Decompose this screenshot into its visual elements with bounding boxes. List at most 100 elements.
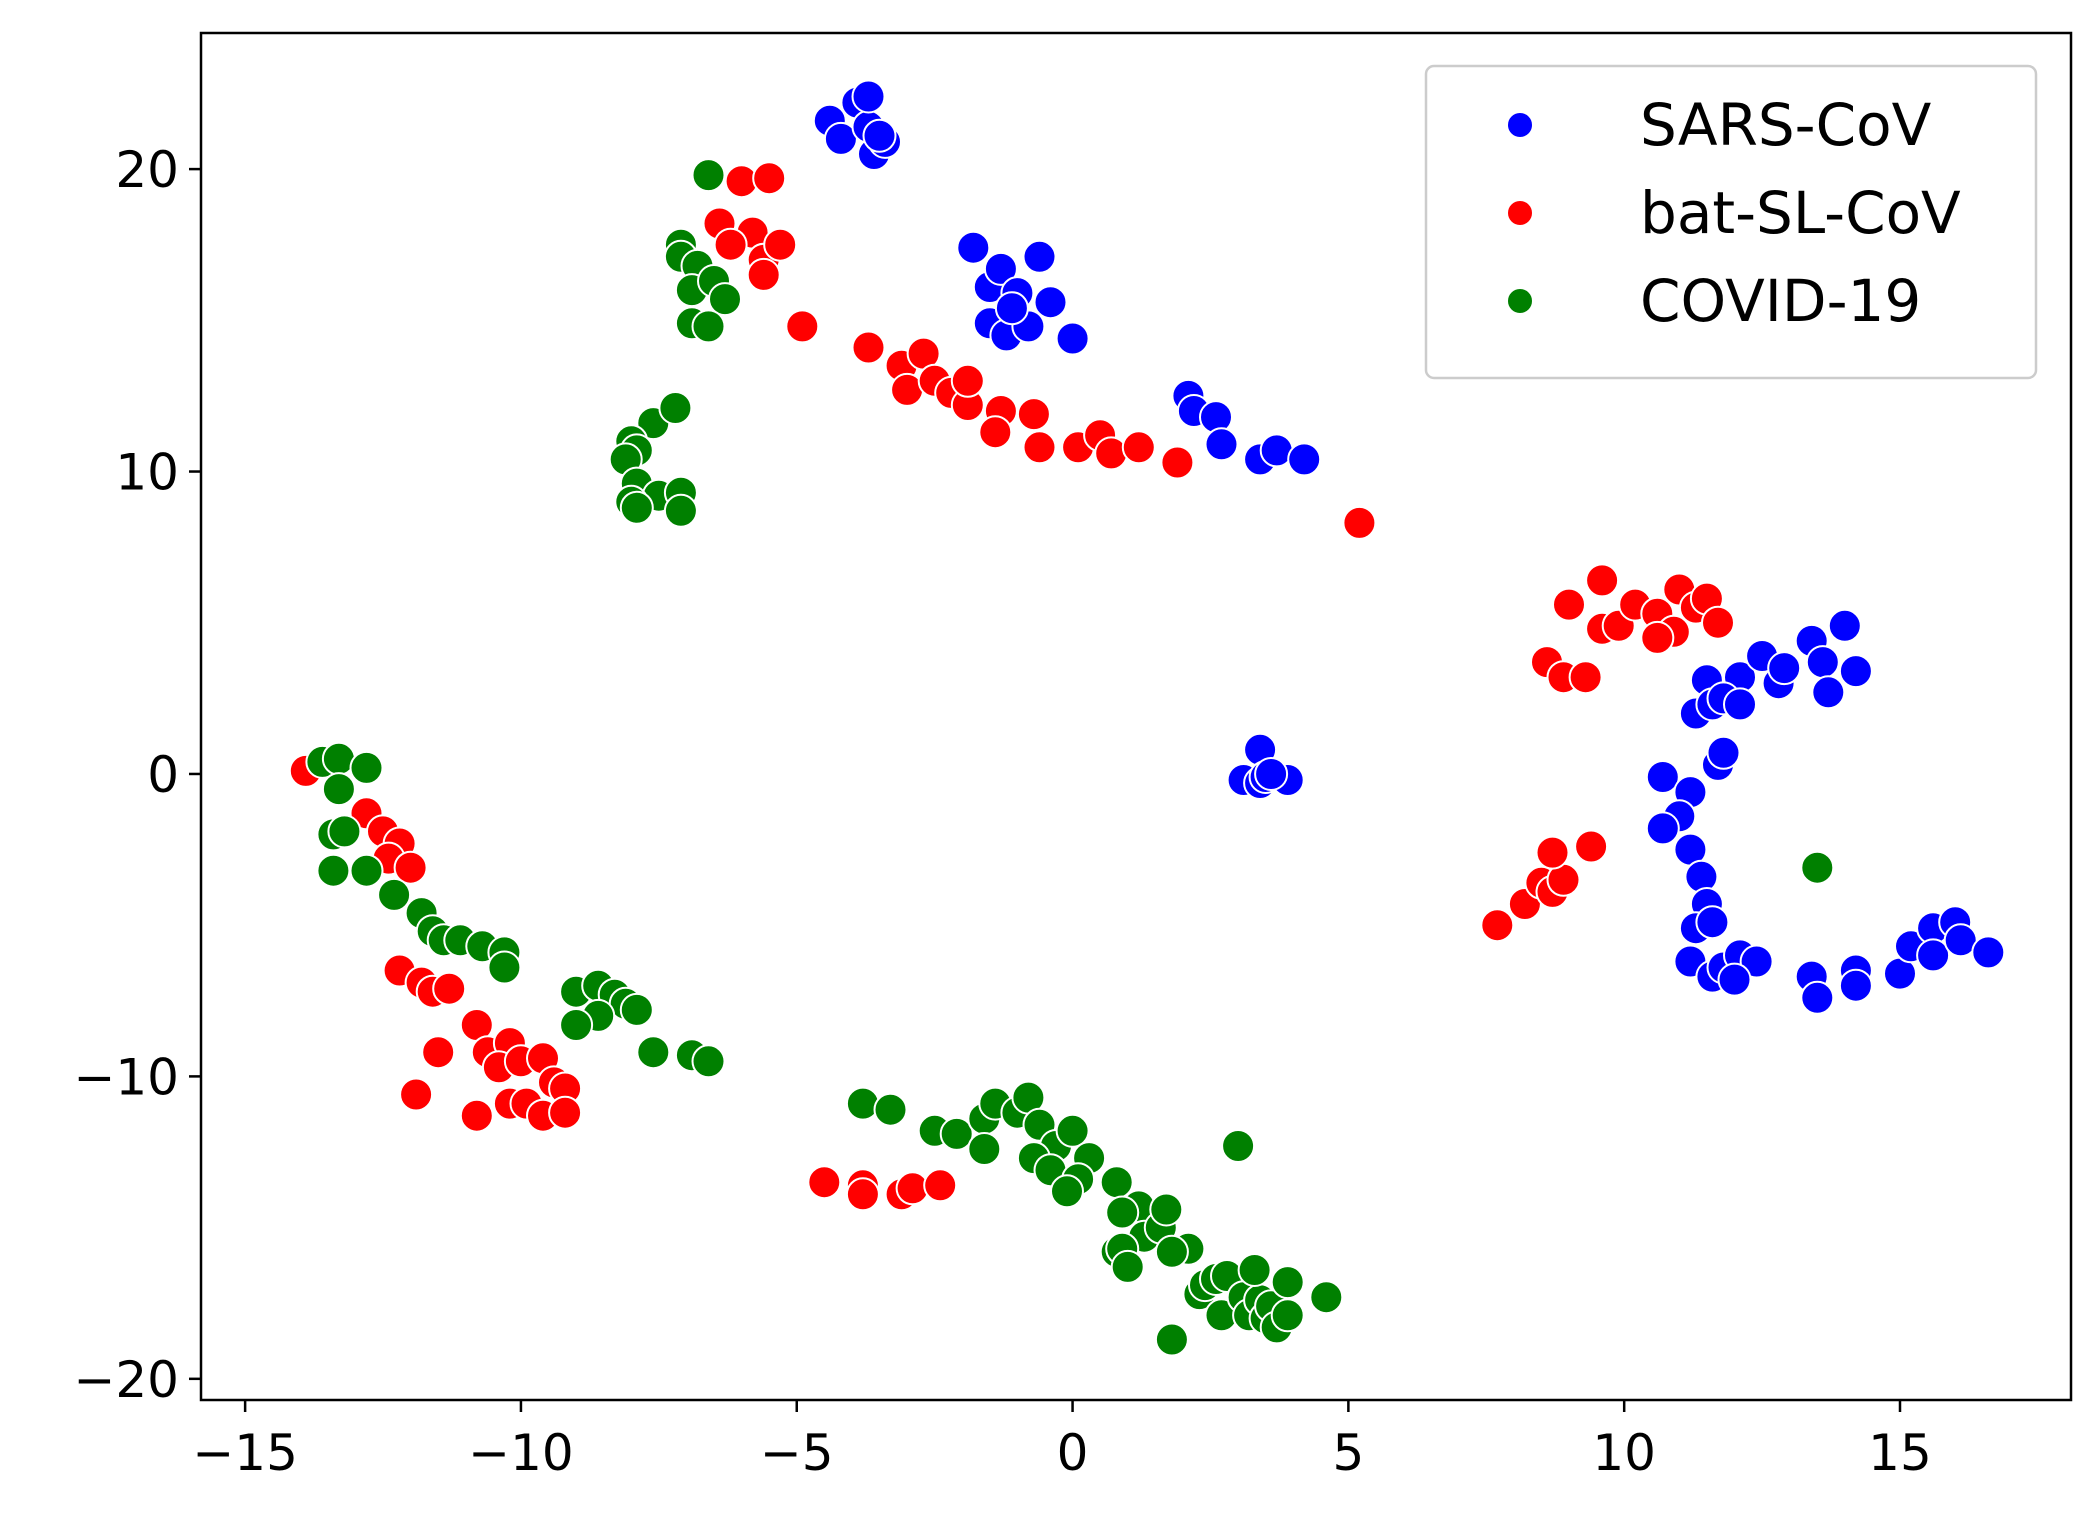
- x-tick-label: −15: [192, 1424, 298, 1482]
- data-point: [713, 227, 748, 262]
- data-point: [746, 257, 781, 292]
- data-point: [487, 950, 522, 985]
- data-point: [377, 877, 412, 912]
- data-points: [288, 79, 2006, 1357]
- data-point: [1237, 1253, 1272, 1287]
- data-point: [421, 1035, 456, 1070]
- data-point: [559, 1008, 594, 1042]
- data-point: [1767, 651, 1802, 686]
- data-point: [1160, 445, 1195, 480]
- data-point: [1480, 908, 1515, 943]
- data-point: [459, 1098, 494, 1133]
- data-point: [1055, 321, 1090, 356]
- data-point: [1094, 436, 1129, 471]
- data-point: [1287, 442, 1322, 477]
- data-point: [1585, 563, 1620, 598]
- data-point: [967, 1132, 1002, 1166]
- data-point: [1717, 962, 1752, 997]
- x-tick-label: 0: [1057, 1424, 1089, 1482]
- data-point: [950, 363, 985, 398]
- data-point: [1270, 1265, 1305, 1300]
- data-point: [691, 309, 726, 344]
- data-point: [1568, 660, 1603, 695]
- data-point: [763, 227, 798, 262]
- data-point: [708, 282, 742, 317]
- legend-marker: [1506, 287, 1534, 315]
- data-point: [1723, 687, 1757, 722]
- y-tick-label: 10: [115, 444, 179, 502]
- data-point: [1574, 829, 1609, 864]
- data-point: [691, 1044, 726, 1079]
- data-point: [1033, 285, 1068, 320]
- data-point: [1204, 427, 1239, 462]
- data-point: [1022, 430, 1057, 465]
- data-point: [873, 1092, 908, 1127]
- data-point: [1110, 1249, 1145, 1284]
- data-point: [1149, 1192, 1184, 1227]
- x-tick-label: −5: [760, 1424, 834, 1482]
- data-point: [321, 772, 356, 807]
- data-point: [983, 251, 1018, 286]
- data-point: [862, 118, 897, 153]
- series-2: [305, 158, 1835, 1357]
- x-tick-label: 15: [1868, 1424, 1932, 1482]
- data-point: [1838, 968, 1873, 1003]
- data-point: [1701, 605, 1735, 640]
- data-point: [1050, 1174, 1084, 1209]
- data-point: [1105, 1195, 1140, 1230]
- data-point: [636, 1035, 671, 1070]
- data-point: [1342, 505, 1377, 540]
- data-point: [1838, 654, 1873, 689]
- legend: SARS-CoV bat-SL-CoV COVID-19: [1424, 64, 2038, 380]
- y-tick-label: −20: [73, 1351, 179, 1409]
- x-axis: −15 −10 −5 0 5 10 15: [192, 1400, 1932, 1482]
- data-point: [1916, 938, 1951, 973]
- x-tick-label: 5: [1332, 1424, 1364, 1482]
- data-point: [785, 309, 820, 344]
- data-point: [1221, 1129, 1256, 1163]
- data-point: [1811, 675, 1846, 710]
- y-tick-label: 20: [115, 141, 179, 199]
- series-1: [288, 161, 1735, 1212]
- data-point: [994, 291, 1029, 326]
- x-tick-label: 10: [1592, 1424, 1656, 1482]
- data-point: [1121, 430, 1156, 465]
- data-point: [691, 158, 726, 193]
- data-point: [1800, 980, 1835, 1015]
- data-point: [349, 750, 384, 785]
- data-point: [1827, 608, 1862, 643]
- data-point: [1695, 905, 1730, 940]
- data-point: [1270, 1298, 1305, 1333]
- data-point: [1805, 645, 1840, 680]
- data-point: [1055, 1113, 1090, 1148]
- data-point: [1640, 620, 1675, 655]
- legend-marker: [1506, 111, 1534, 139]
- data-point: [1739, 944, 1774, 979]
- data-point: [619, 490, 654, 525]
- data-point: [1309, 1280, 1344, 1315]
- data-point: [845, 1086, 880, 1121]
- data-point: [851, 330, 886, 365]
- series-0: [812, 79, 2006, 1015]
- data-point: [658, 391, 693, 425]
- legend-box: [1424, 64, 2038, 380]
- legend-label: SARS-CoV: [1640, 91, 1932, 159]
- data-point: [548, 1095, 583, 1130]
- data-point: [939, 1116, 974, 1151]
- data-point: [1154, 1234, 1189, 1269]
- legend-entry: SARS-CoV: [1506, 91, 1932, 159]
- x-tick-label: −10: [468, 1424, 574, 1482]
- data-point: [1800, 850, 1835, 885]
- data-point: [1645, 811, 1680, 846]
- data-point: [1706, 735, 1741, 770]
- plot-area-frame: [199, 31, 2073, 1402]
- data-point: [1971, 935, 2006, 970]
- data-point: [349, 853, 384, 888]
- data-point: [1254, 757, 1289, 791]
- data-point: [327, 814, 362, 849]
- data-point: [1552, 587, 1586, 622]
- y-tick-label: −10: [73, 1048, 179, 1106]
- legend-entry: bat-SL-CoV: [1506, 179, 1961, 247]
- data-point: [923, 1168, 958, 1203]
